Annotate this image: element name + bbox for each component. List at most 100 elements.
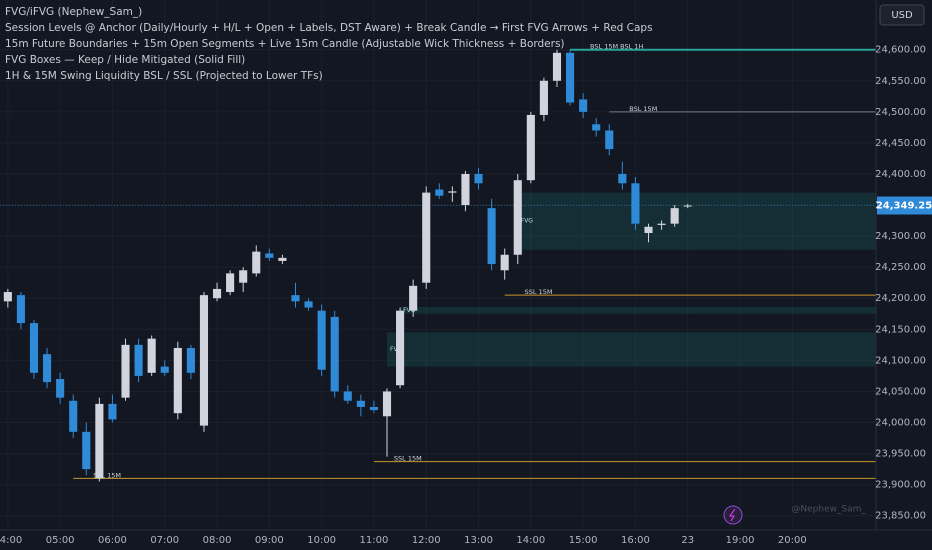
x-tick-label: 13:00	[464, 535, 493, 546]
candle-body	[239, 270, 248, 283]
candle-body	[278, 257, 287, 261]
x-tick-label: 12:00	[412, 535, 441, 546]
candle-body	[29, 323, 39, 373]
fvg-box	[387, 332, 876, 367]
candle-body	[382, 391, 392, 417]
candle-layer	[3, 49, 692, 482]
candle-body	[631, 183, 640, 224]
candle-body	[212, 288, 222, 299]
candle-body	[199, 295, 209, 426]
candle-body	[605, 130, 614, 150]
y-tick-label: 24,450.00	[875, 138, 926, 149]
indicator-title: 15m Future Boundaries + 15m Open Segment…	[5, 38, 565, 50]
logo-bolt	[729, 508, 736, 522]
x-tick-label: 14:00	[516, 535, 545, 546]
candle-body	[108, 403, 117, 420]
candle-body	[369, 406, 378, 411]
candle-body	[644, 226, 653, 234]
last-price-box	[877, 196, 932, 215]
x-tick-label: 07:00	[150, 535, 179, 546]
indicator-title: Session Levels @ Anchor (Daily/Hourly + …	[5, 22, 653, 34]
level-label: SSL 15M	[525, 288, 553, 296]
candle-body	[82, 431, 91, 470]
last-price-label: 24,349.25	[876, 201, 932, 212]
y-tick-label: 24,600.00	[875, 45, 926, 56]
candle-body	[526, 114, 535, 181]
currency: USD	[891, 10, 913, 21]
candle-body	[147, 338, 156, 373]
level-label: BSL 15M	[629, 105, 657, 113]
candle-body	[618, 173, 627, 184]
x-tick-label: 23	[681, 535, 694, 546]
y-tick-label: 24,000.00	[875, 418, 926, 429]
level-layer: BSL 15M BSL 1H BSL 15M SSL 15M SSL 15M SSL 1…	[0, 43, 876, 479]
candle-body	[56, 379, 65, 398]
candle-body	[343, 391, 352, 401]
candle-body	[683, 205, 692, 207]
candle-body	[448, 191, 457, 193]
candle-body	[657, 223, 666, 225]
x-tick-label: 11:00	[360, 535, 389, 546]
x-tick-label: 06:00	[98, 535, 127, 546]
candle-body	[592, 124, 601, 131]
x-tick-label: 10:00	[307, 535, 336, 546]
indicator-legend: FVG/iFVG (Nephew_Sam_) Session Levels @ A…	[5, 6, 653, 82]
level-label: SSL 15M	[93, 471, 121, 479]
indicator-title: 1H & 15M Swing Liquidity BSL / SSL (Proj…	[5, 70, 323, 82]
x-tick-label: 08:00	[203, 535, 232, 546]
y-tick-label: 24,200.00	[875, 293, 926, 304]
candle-body	[409, 285, 418, 311]
level-label: SSL 15M	[394, 455, 422, 463]
x-tick-label: 19:00	[726, 535, 755, 546]
y-tick-label: 24,550.00	[875, 76, 926, 87]
candle-body	[474, 173, 483, 184]
y-tick-label: 24,500.00	[875, 107, 926, 118]
candle-body	[43, 354, 52, 383]
candle-body	[422, 192, 431, 283]
y-tick-label: 24,100.00	[875, 355, 926, 366]
candle-body	[317, 310, 326, 370]
y-tick-label: 24,300.00	[875, 231, 926, 242]
fvg-box	[517, 192, 876, 250]
x-tick-label: 04:00	[0, 535, 22, 546]
x-tick-label: 20:00	[778, 535, 807, 546]
candle-body	[356, 400, 365, 407]
x-tick-label: 09:00	[255, 535, 284, 546]
candle-body	[566, 52, 575, 103]
fvg-box	[400, 306, 876, 314]
candle-body	[304, 301, 313, 308]
fvg-label: FVG	[521, 218, 534, 225]
candle-body	[3, 292, 12, 302]
y-tick-label: 23,950.00	[875, 449, 926, 460]
candle-body	[539, 80, 548, 115]
candle-body	[461, 173, 470, 206]
candle-body	[487, 208, 496, 265]
candle-body	[121, 344, 130, 398]
candle-body	[252, 251, 261, 274]
level-label: BSL 15M BSL 1H	[590, 43, 643, 51]
y-tick-label: 24,050.00	[875, 386, 926, 397]
axes: 23,850.00 23,900.00 23,950.00 24,000.00 24,0…	[0, 45, 932, 546]
candle-body	[396, 310, 405, 386]
candle-body	[160, 366, 169, 373]
x-tick-label: 05:00	[46, 535, 75, 546]
candle-body	[173, 347, 182, 414]
watermark: @Nephew_Sam_	[791, 505, 866, 515]
currency-box[interactable]	[879, 4, 925, 26]
indicator-title: FVG/iFVG (Nephew_Sam_)	[5, 6, 142, 18]
x-tick-label: 15:00	[569, 535, 598, 546]
logo-icon[interactable]	[723, 505, 743, 525]
candle-body	[552, 52, 562, 81]
candle-body	[95, 403, 104, 479]
candle-body	[134, 344, 143, 376]
y-tick-label: 23,900.00	[875, 480, 926, 491]
candle-body	[16, 295, 25, 324]
candle-body	[513, 180, 522, 255]
candle-body	[500, 254, 509, 271]
y-tick-label: 24,400.00	[875, 169, 926, 180]
candle-body	[186, 347, 195, 373]
candle-body	[579, 99, 588, 112]
indicator-title: FVG Boxes — Keep / Hide Mitigated (Solid…	[5, 54, 245, 66]
y-tick-label: 23,850.00	[875, 511, 926, 522]
